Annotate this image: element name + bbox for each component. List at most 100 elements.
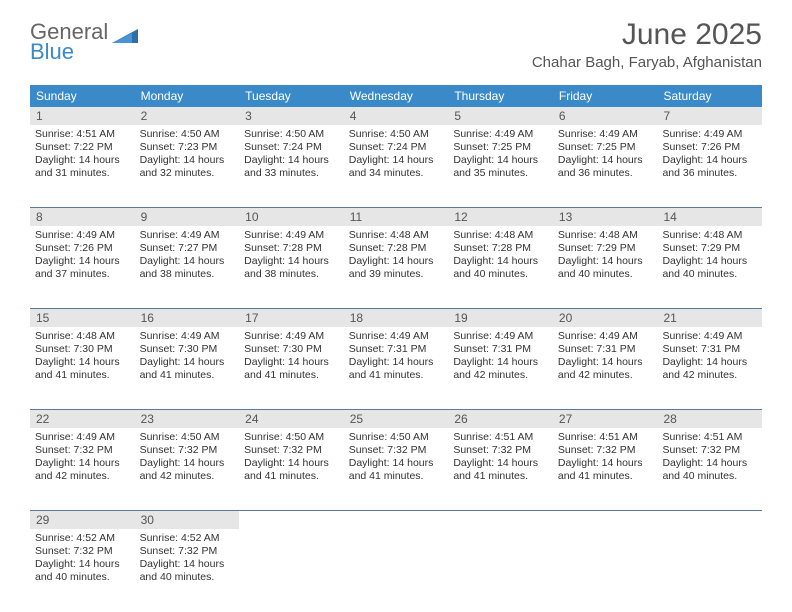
sunrise-text: Sunrise: 4:49 AM bbox=[453, 330, 548, 343]
weekday-header-row: SundayMondayTuesdayWednesdayThursdayFrid… bbox=[30, 85, 762, 107]
sunset-text: Sunset: 7:32 PM bbox=[244, 444, 339, 457]
week-row: Sunrise: 4:49 AMSunset: 7:32 PMDaylight:… bbox=[30, 428, 762, 511]
daylight-text: Daylight: 14 hours bbox=[349, 154, 444, 167]
day-number: 9 bbox=[135, 208, 240, 226]
daylight-text: and 34 minutes. bbox=[349, 167, 444, 180]
daylight-text: Daylight: 14 hours bbox=[662, 255, 757, 268]
sunset-text: Sunset: 7:30 PM bbox=[140, 343, 235, 356]
sunset-text: Sunset: 7:28 PM bbox=[349, 242, 444, 255]
day-cell: Sunrise: 4:51 AMSunset: 7:32 PMDaylight:… bbox=[553, 428, 658, 510]
day-cell: Sunrise: 4:48 AMSunset: 7:29 PMDaylight:… bbox=[553, 226, 658, 308]
daylight-text: Daylight: 14 hours bbox=[558, 457, 653, 470]
day-cell bbox=[657, 529, 762, 611]
weekday-header: Monday bbox=[135, 85, 240, 107]
sunrise-text: Sunrise: 4:51 AM bbox=[35, 128, 130, 141]
day-cell: Sunrise: 4:48 AMSunset: 7:28 PMDaylight:… bbox=[344, 226, 449, 308]
day-number: 19 bbox=[448, 309, 553, 327]
sunrise-text: Sunrise: 4:50 AM bbox=[140, 431, 235, 444]
daylight-text: Daylight: 14 hours bbox=[349, 356, 444, 369]
daylight-text: and 37 minutes. bbox=[35, 268, 130, 281]
daylight-text: and 40 minutes. bbox=[662, 268, 757, 281]
daylight-text: Daylight: 14 hours bbox=[558, 154, 653, 167]
day-number: 12 bbox=[448, 208, 553, 226]
day-number: 23 bbox=[135, 410, 240, 428]
day-number-row: 891011121314 bbox=[30, 208, 762, 226]
daylight-text: Daylight: 14 hours bbox=[35, 457, 130, 470]
sunrise-text: Sunrise: 4:51 AM bbox=[558, 431, 653, 444]
sunset-text: Sunset: 7:32 PM bbox=[140, 444, 235, 457]
daylight-text: and 36 minutes. bbox=[662, 167, 757, 180]
day-number: 15 bbox=[30, 309, 135, 327]
daylight-text: and 41 minutes. bbox=[453, 470, 548, 483]
sunset-text: Sunset: 7:32 PM bbox=[662, 444, 757, 457]
sunset-text: Sunset: 7:32 PM bbox=[558, 444, 653, 457]
day-number: 8 bbox=[30, 208, 135, 226]
day-number bbox=[553, 511, 658, 529]
daylight-text: and 35 minutes. bbox=[453, 167, 548, 180]
day-cell bbox=[553, 529, 658, 611]
daylight-text: Daylight: 14 hours bbox=[35, 558, 130, 571]
day-number: 27 bbox=[553, 410, 658, 428]
day-cell: Sunrise: 4:49 AMSunset: 7:31 PMDaylight:… bbox=[448, 327, 553, 409]
day-cell: Sunrise: 4:50 AMSunset: 7:24 PMDaylight:… bbox=[344, 125, 449, 207]
day-number: 24 bbox=[239, 410, 344, 428]
daylight-text: and 41 minutes. bbox=[140, 369, 235, 382]
day-number bbox=[344, 511, 449, 529]
sunrise-text: Sunrise: 4:49 AM bbox=[35, 229, 130, 242]
day-cell: Sunrise: 4:49 AMSunset: 7:31 PMDaylight:… bbox=[344, 327, 449, 409]
sunset-text: Sunset: 7:24 PM bbox=[349, 141, 444, 154]
day-number: 17 bbox=[239, 309, 344, 327]
sunrise-text: Sunrise: 4:50 AM bbox=[140, 128, 235, 141]
sunrise-text: Sunrise: 4:48 AM bbox=[35, 330, 130, 343]
daylight-text: and 41 minutes. bbox=[244, 470, 339, 483]
daylight-text: Daylight: 14 hours bbox=[244, 154, 339, 167]
daylight-text: and 39 minutes. bbox=[349, 268, 444, 281]
daylight-text: Daylight: 14 hours bbox=[349, 457, 444, 470]
daylight-text: Daylight: 14 hours bbox=[558, 255, 653, 268]
sunset-text: Sunset: 7:32 PM bbox=[349, 444, 444, 457]
day-number: 26 bbox=[448, 410, 553, 428]
sunrise-text: Sunrise: 4:49 AM bbox=[453, 128, 548, 141]
sunrise-text: Sunrise: 4:48 AM bbox=[453, 229, 548, 242]
daylight-text: Daylight: 14 hours bbox=[453, 154, 548, 167]
daylight-text: Daylight: 14 hours bbox=[35, 356, 130, 369]
logo-text: General Blue bbox=[30, 22, 108, 62]
day-cell bbox=[344, 529, 449, 611]
sunset-text: Sunset: 7:22 PM bbox=[35, 141, 130, 154]
week-row: Sunrise: 4:48 AM Sunset: 7:30 PM Daylight:… bbox=[30, 327, 762, 410]
day-cell: Sunrise: 4:52 AMSunset: 7:32 PMDaylight:… bbox=[30, 529, 135, 611]
day-number: 30 bbox=[135, 511, 240, 529]
logo-word-2: Blue bbox=[30, 39, 74, 64]
logo-triangle-icon bbox=[112, 27, 138, 50]
sunset-text: Sunset: 7:32 PM bbox=[140, 545, 235, 558]
day-cell: Sunrise: 4:49 AMSunset: 7:31 PMDaylight:… bbox=[657, 327, 762, 409]
daylight-text: and 42 minutes. bbox=[140, 470, 235, 483]
daylight-text: Daylight: 14 hours bbox=[244, 356, 339, 369]
day-number-row: 1234567 bbox=[30, 107, 762, 125]
daylight-text: and 40 minutes. bbox=[140, 571, 235, 584]
sunset-text: Sunset: 7:31 PM bbox=[558, 343, 653, 356]
day-number-row: 2930 bbox=[30, 511, 762, 529]
day-number: 3 bbox=[239, 107, 344, 125]
day-cell: Sunrise: 4:52 AMSunset: 7:32 PMDaylight:… bbox=[135, 529, 240, 611]
day-cell: Sunrise: 4:50 AMSunset: 7:24 PMDaylight:… bbox=[239, 125, 344, 207]
day-cell: Sunrise: 4:49 AMSunset: 7:32 PMDaylight:… bbox=[30, 428, 135, 510]
daylight-text: and 31 minutes. bbox=[35, 167, 130, 180]
sunrise-text: Sunrise: 4:50 AM bbox=[349, 431, 444, 444]
daylight-text: and 40 minutes. bbox=[453, 268, 548, 281]
day-number: 7 bbox=[657, 107, 762, 125]
day-number: 22 bbox=[30, 410, 135, 428]
daylight-text: Daylight: 14 hours bbox=[558, 356, 653, 369]
sunrise-text: Sunrise: 4:49 AM bbox=[35, 431, 130, 444]
daylight-text: and 38 minutes. bbox=[244, 268, 339, 281]
day-cell: Sunrise: 4:49 AMSunset: 7:30 PMDaylight:… bbox=[239, 327, 344, 409]
daylight-text: and 40 minutes. bbox=[662, 470, 757, 483]
daylight-text: Daylight: 14 hours bbox=[244, 255, 339, 268]
sunrise-text: Sunrise: 4:49 AM bbox=[140, 229, 235, 242]
day-number: 18 bbox=[344, 309, 449, 327]
sunset-text: Sunset: 7:31 PM bbox=[453, 343, 548, 356]
month-title: June 2025 bbox=[532, 18, 762, 52]
daylight-text: Daylight: 14 hours bbox=[140, 154, 235, 167]
weekday-header: Tuesday bbox=[239, 85, 344, 107]
day-number: 4 bbox=[344, 107, 449, 125]
